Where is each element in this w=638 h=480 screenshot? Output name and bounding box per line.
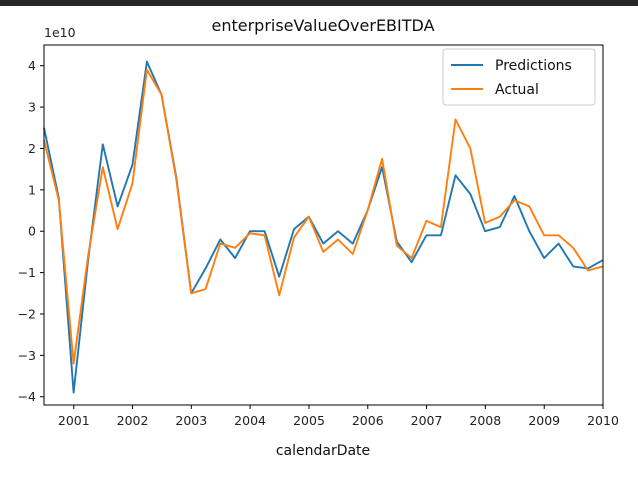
x-tick-label: 2006 [352, 413, 384, 428]
y-tick-label: −3 [18, 348, 36, 363]
y-tick-label: 2 [28, 141, 36, 156]
y-tick-label: −4 [18, 389, 36, 404]
y-tick-label: 0 [28, 224, 36, 239]
x-tick-label: 2002 [117, 413, 149, 428]
x-tick-label: 2009 [528, 413, 560, 428]
y-axis-offset-label: 1e10 [44, 25, 76, 40]
y-tick-label: 1 [28, 182, 36, 197]
window-top-bar [0, 0, 638, 6]
legend-label-actual: Actual [495, 82, 539, 98]
x-tick-label: 2008 [469, 413, 501, 428]
x-axis-label: calendarDate [276, 443, 370, 459]
axes-frame [43, 44, 604, 406]
x-tick-label: 2003 [175, 413, 207, 428]
legend-box [442, 48, 596, 106]
x-tick-label: 2007 [411, 413, 443, 428]
plot-area: −4 −3 −2 −1 0 1 2 3 4 2001 2002 2003 2004 2005 2006 200… [18, 44, 619, 428]
y-tick-label: −2 [18, 306, 36, 321]
x-tick-label: 2004 [234, 413, 266, 428]
series-line-predictions [43, 60, 604, 394]
x-tick-label: 2010 [587, 413, 619, 428]
chart-title: enterpriseValueOverEBITDA [211, 16, 434, 35]
legend-label-predictions: Predictions [495, 58, 572, 74]
y-tick-label: −1 [18, 265, 36, 280]
y-tick-label: 4 [28, 58, 36, 73]
series-line-actual [43, 68, 604, 365]
x-tick-label: 2005 [293, 413, 325, 428]
x-tick-label: 2001 [58, 413, 90, 428]
y-tick-label: 3 [28, 100, 36, 115]
